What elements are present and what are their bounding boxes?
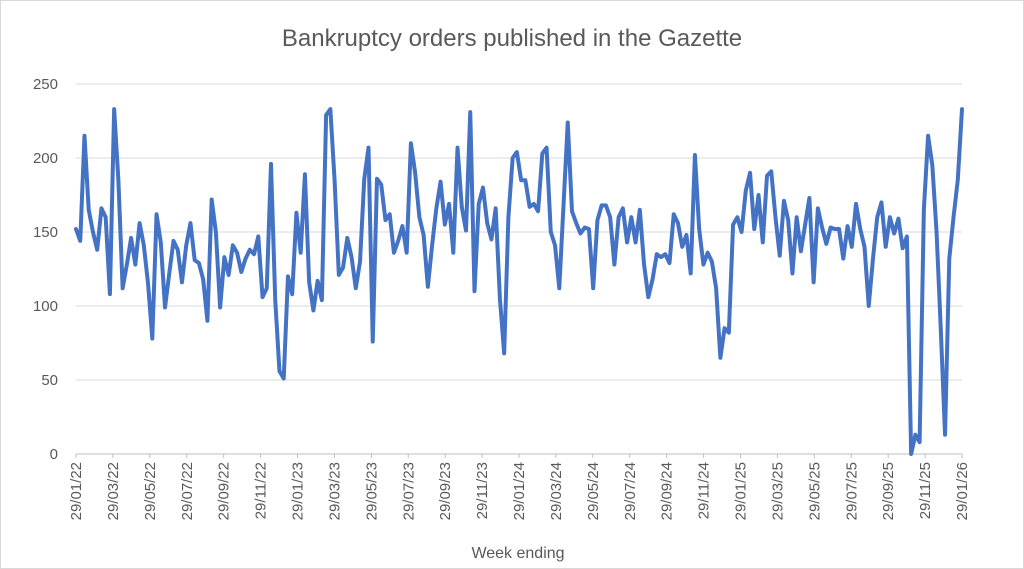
series-line <box>74 107 964 456</box>
x-tick-label: 29/09/25 <box>880 462 897 520</box>
y-tick-label: 200 <box>33 150 58 167</box>
y-tick-label: 150 <box>33 224 58 241</box>
series-layer <box>74 107 964 456</box>
x-tick-label: 29/07/25 <box>843 462 860 520</box>
x-tick-label: 29/09/22 <box>216 462 233 520</box>
x-tick-label: 29/03/22 <box>105 462 122 520</box>
x-tick-label: 29/03/23 <box>326 462 343 520</box>
x-axis-title: Week ending <box>471 545 564 562</box>
x-tick-label: 29/11/24 <box>696 462 713 519</box>
x-tick-label: 29/05/24 <box>585 462 602 520</box>
y-tick-label: 250 <box>33 76 58 93</box>
chart-title: Bankruptcy orders published in the Gazet… <box>282 25 742 52</box>
x-tick-label: 29/07/24 <box>622 462 639 520</box>
x-tick-label: 29/11/23 <box>474 462 491 519</box>
x-tick-label: 29/01/23 <box>290 462 307 520</box>
x-tick-label: 29/03/24 <box>548 462 565 520</box>
y-tick-label: 0 <box>50 446 58 463</box>
x-tick-label: 29/11/25 <box>917 462 934 519</box>
x-tick-label: 29/01/25 <box>733 462 750 520</box>
x-tick-label: 29/05/22 <box>142 462 159 520</box>
y-axis-tick-labels: 0 50 100 150 200 250 <box>33 76 58 463</box>
x-tick-label: 29/07/23 <box>400 462 417 520</box>
x-tick-label: 29/01/24 <box>511 462 528 520</box>
y-tick-label: 50 <box>41 372 58 389</box>
x-axis-tick-labels: 29/01/22 29/03/22 29/05/22 29/07/22 29/09/22… <box>68 454 971 520</box>
x-tick-label: 29/09/24 <box>659 462 676 520</box>
x-tick-label: 29/01/26 <box>954 462 971 520</box>
x-tick-label: 29/05/23 <box>363 462 380 520</box>
x-tick-label: 29/09/23 <box>437 462 454 520</box>
x-tick-label: 29/07/22 <box>179 462 196 520</box>
x-tick-label: 29/11/22 <box>253 462 270 519</box>
x-tick-label: 29/05/25 <box>806 462 823 520</box>
x-tick-label: 29/01/22 <box>68 462 85 520</box>
x-tick-label: 29/03/25 <box>769 462 786 520</box>
y-tick-label: 100 <box>33 298 58 315</box>
